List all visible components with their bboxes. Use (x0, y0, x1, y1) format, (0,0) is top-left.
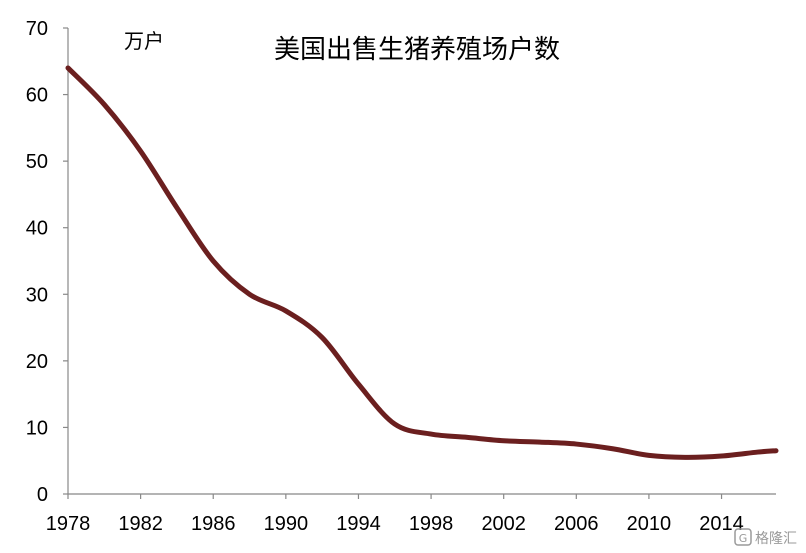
x-ticks: 1978 1982 1986 1990 1994 1998 2002 2006 2010 2014 (46, 494, 744, 535)
x-tick-label: 1982 (118, 513, 163, 535)
x-tick-label: 2010 (627, 513, 672, 535)
x-tick-label: 1990 (264, 513, 309, 535)
x-tick-label: 2002 (481, 513, 526, 535)
x-tick-label: 1998 (409, 513, 454, 535)
y-tick-label: 20 (26, 351, 48, 373)
x-tick-label: 1994 (336, 513, 381, 535)
y-tick-label: 30 (26, 284, 48, 306)
axes (67, 28, 776, 495)
x-tick-label: 2014 (699, 513, 744, 535)
logo-icon: G (734, 528, 752, 546)
y-tick-label: 70 (26, 18, 48, 40)
x-tick-label: 2006 (554, 513, 599, 535)
y-tick-label: 50 (26, 151, 48, 173)
series-line (65, 65, 779, 460)
watermark-text: 格隆汇 (755, 531, 797, 547)
y-ticks: 0 10 20 30 40 50 60 70 (26, 18, 68, 506)
series-layer (65, 65, 779, 460)
chart-title: 美国出售生猪养殖场户数 (274, 35, 560, 65)
watermark: G 格隆汇 (734, 528, 797, 547)
y-tick-label: 60 (26, 85, 48, 107)
y-tick-label: 10 (26, 417, 48, 439)
y-tick-label: 40 (26, 218, 48, 240)
x-tick-label: 1986 (191, 513, 236, 535)
x-tick-label: 1978 (46, 513, 91, 535)
svg-text:G: G (739, 532, 748, 545)
y-tick-label: 0 (37, 484, 48, 506)
unit-label: 万户 (124, 29, 164, 53)
